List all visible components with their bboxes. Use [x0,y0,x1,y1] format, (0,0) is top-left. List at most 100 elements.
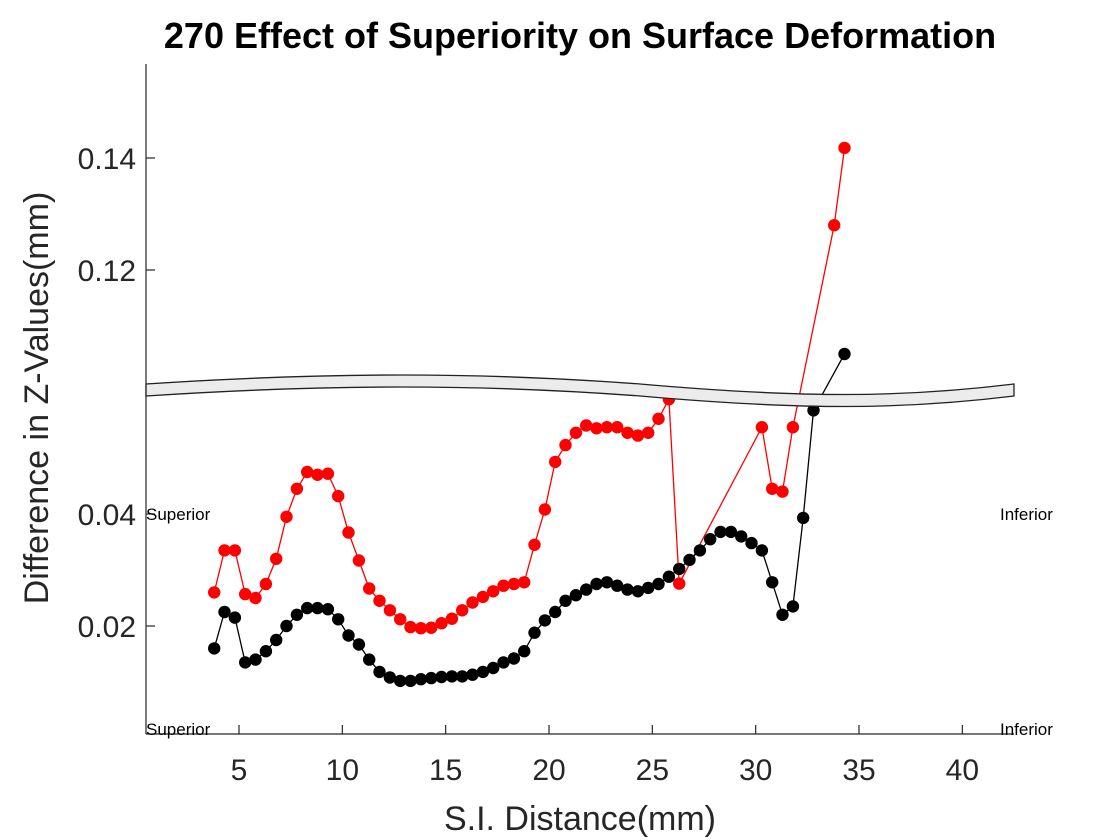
series-2-point [538,614,552,627]
annotation-inferior-bottom: Inferior [1000,720,1053,739]
x-tick-label: 25 [636,754,669,787]
annotation-superior-top: Superior [146,505,211,524]
x-ticks: 5 10 15 20 25 30 35 40 [231,725,979,787]
series-2-point [259,645,273,658]
series-2-point [590,577,603,591]
series-2-point [580,583,593,596]
series-1-point [755,421,769,434]
series-1-point [321,467,335,480]
series-2-point [755,544,769,557]
series-1-point [518,576,531,589]
series-2-point [786,600,800,613]
series-1-point [445,612,459,625]
series-1-point [549,455,562,469]
series-1-point [228,544,242,557]
series-2-point [404,674,417,688]
series-2-point [497,656,510,669]
series-2-point [414,673,428,686]
series-2-point [631,585,645,598]
series-2-point [487,661,500,675]
series-1-point [456,604,469,617]
series-2-point [528,626,541,639]
series-2-point [363,653,376,666]
series-1-point [414,622,428,635]
series-1-point [476,590,490,604]
series-2-point [466,668,479,681]
series-group [208,141,851,688]
series-2-point [673,562,686,576]
series-1-point [528,538,541,551]
series-1-point [363,582,376,595]
x-tick-label: 35 [842,754,875,787]
series-2-point [507,652,521,665]
series-2-point [662,570,676,583]
series-1-point [559,438,572,452]
series-2-point [290,608,304,621]
series-1-point [218,544,231,557]
y-tick-label: 0.12 [78,255,136,288]
series-2-point [621,583,634,596]
series-2-point [797,511,810,525]
series-1-point [404,620,417,634]
series-1-point [311,468,324,481]
series-1-point [828,219,841,232]
x-axis-label: S.I. Distance(mm) [444,800,716,838]
series-1-point [249,591,262,605]
series-1-point [600,421,614,434]
series-1-point [394,613,407,626]
series-1-point [590,422,603,435]
series-1-point [838,141,851,155]
series-1-point [332,489,345,503]
annotation-superior-bottom: Superior [146,720,211,739]
y-axis-label: Difference in Z-Values(mm) [18,192,56,605]
x-tick-label: 10 [326,754,359,787]
series-1-point [383,604,397,617]
series-2-point [776,608,789,621]
series-1-point [290,482,304,495]
series-1-point [259,577,273,591]
series-1-point [301,465,314,479]
x-tick-label: 30 [739,754,772,787]
series-2-point [807,404,820,417]
series-2-point [456,670,469,683]
series-1-point [466,596,479,609]
series-1-point [239,587,252,601]
x-tick-label: 20 [532,754,565,787]
series-2-point [383,671,397,684]
series-2-point [208,642,221,655]
series-2-point [714,525,727,539]
series-1-point [673,577,686,590]
series-2-point [745,536,758,550]
y-ticks: 0.02 0.04 0.12 0.14 [78,143,155,644]
series-2-point [228,611,242,624]
series-2-point [394,674,407,688]
series-2-point [611,579,624,592]
series-2-point [218,605,231,619]
series-1-point [776,485,789,498]
series-2-point [270,633,283,647]
series-1-point [425,621,438,634]
series-1-point [208,586,221,599]
series-2-point [704,533,717,546]
series-2-point [549,605,562,619]
series-2-point [569,589,583,602]
series-1-point [786,421,800,434]
series-2-point [724,525,738,539]
series-2-point [425,671,438,685]
series-1-point [280,510,293,523]
series-2-point [352,638,366,651]
x-tick-label: 40 [946,754,979,787]
series-2-point [559,594,572,607]
series-2-point [642,581,655,595]
series-2-point [280,619,293,633]
series-2-point [600,576,614,589]
series-1-point [352,554,366,567]
series-2-point [435,670,448,684]
series-2-point [735,530,748,543]
series-1-point [569,426,583,439]
series-1-point [342,526,355,539]
series-2-point [311,601,324,615]
series-1-point [766,482,779,495]
series-1-point [642,426,655,439]
